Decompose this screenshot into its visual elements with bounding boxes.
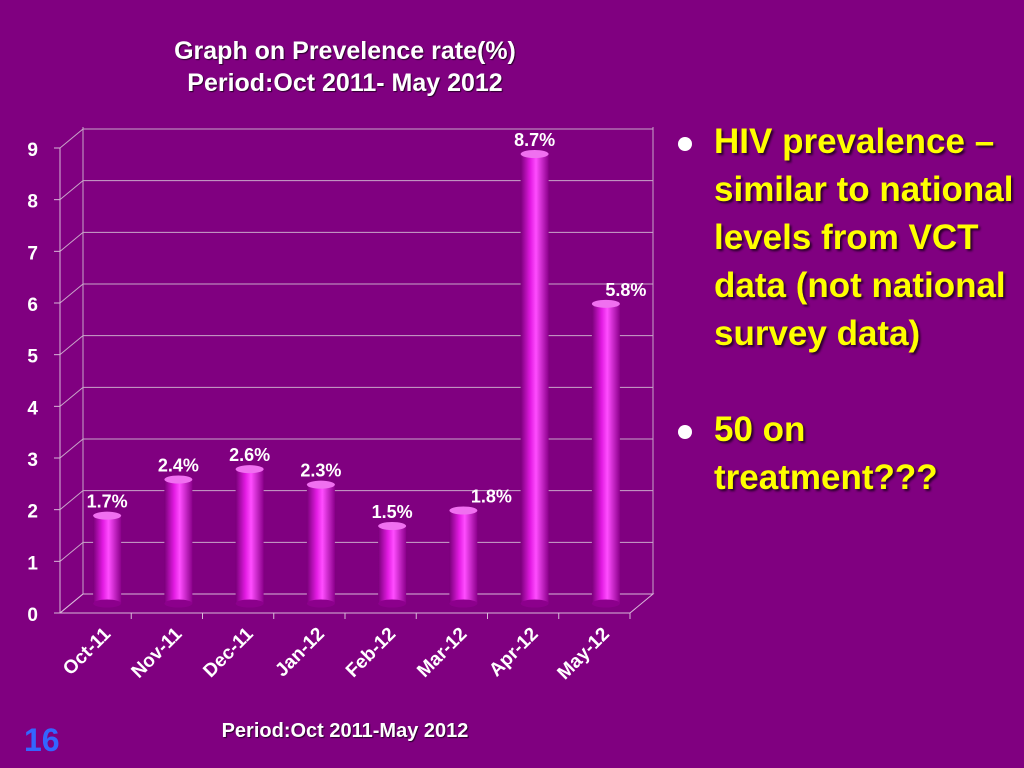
gridline-depth — [59, 128, 84, 149]
bullet-text: HIV prevalence – similar to national lev… — [714, 122, 1014, 353]
gridline-depth — [59, 386, 84, 407]
bullet-text: 50 on treatment??? — [714, 410, 938, 497]
bullet-dot-icon — [678, 137, 692, 151]
x-tick-label: Oct-11 — [59, 623, 115, 679]
y-tick-label: 3 — [27, 450, 38, 471]
bullet-item: HIV prevalence – similar to national lev… — [676, 118, 1016, 358]
x-tick-label: Mar-12 — [413, 624, 471, 682]
y-tick-label: 1 — [27, 553, 38, 574]
y-tick-label: 0 — [27, 605, 38, 626]
chart-title: Graph on Prevelence rate(%) — [174, 37, 516, 65]
bar — [306, 480, 335, 608]
bar — [164, 475, 193, 608]
data-label: 1.7% — [87, 492, 128, 512]
bullet-dot-icon — [678, 425, 692, 439]
bar — [449, 506, 478, 608]
gridlines — [59, 128, 653, 614]
bullet-list: HIV prevalence – similar to national lev… — [676, 118, 1016, 502]
bar — [591, 299, 620, 608]
data-label: 1.8% — [471, 487, 512, 507]
data-label: 1.5% — [372, 502, 413, 522]
y-tick-label: 4 — [27, 398, 38, 419]
x-tick-label: May-12 — [554, 624, 614, 684]
gridline-depth — [59, 490, 84, 511]
x-tick-label: Feb-12 — [342, 624, 400, 682]
bar — [520, 150, 549, 608]
bullet-item: 50 on treatment??? — [676, 406, 1016, 502]
gridline-depth — [59, 438, 84, 459]
y-tick-label: 9 — [27, 140, 38, 161]
chart-subtitle: Period:Oct 2011- May 2012 — [187, 69, 503, 97]
data-label: 2.6% — [229, 445, 270, 465]
page-number: 16 — [24, 722, 60, 758]
data-label: 5.8% — [605, 280, 646, 300]
y-tick-label: 6 — [27, 295, 38, 316]
gridline-depth — [59, 231, 84, 252]
x-tick-label: Dec-11 — [199, 623, 257, 681]
x-tick-label: Apr-12 — [485, 624, 542, 681]
gridline-depth — [59, 283, 84, 304]
bar — [93, 511, 122, 608]
axes — [54, 127, 655, 619]
data-label: 2.4% — [158, 456, 199, 476]
x-tick-label: Jan-12 — [271, 624, 328, 681]
y-tick-label: 8 — [27, 192, 38, 213]
x-axis-title: Period:Oct 2011-May 2012 — [221, 720, 469, 742]
y-tick-label: 7 — [27, 243, 38, 264]
x-tick-label: Nov-11 — [127, 623, 186, 682]
y-tick-label: 2 — [27, 502, 38, 523]
gridline-depth — [59, 335, 84, 356]
bar — [378, 522, 407, 608]
gridline-depth — [59, 180, 84, 201]
chart-floor — [58, 593, 655, 614]
data-label: 8.7% — [514, 130, 555, 150]
y-tick-label: 5 — [27, 347, 38, 368]
bars — [93, 150, 620, 608]
bar — [235, 465, 264, 608]
data-label: 2.3% — [300, 461, 341, 481]
chart-title-block: Graph on Prevelence rate(%) Period:Oct 2… — [60, 35, 630, 99]
gridline-depth — [59, 541, 84, 562]
